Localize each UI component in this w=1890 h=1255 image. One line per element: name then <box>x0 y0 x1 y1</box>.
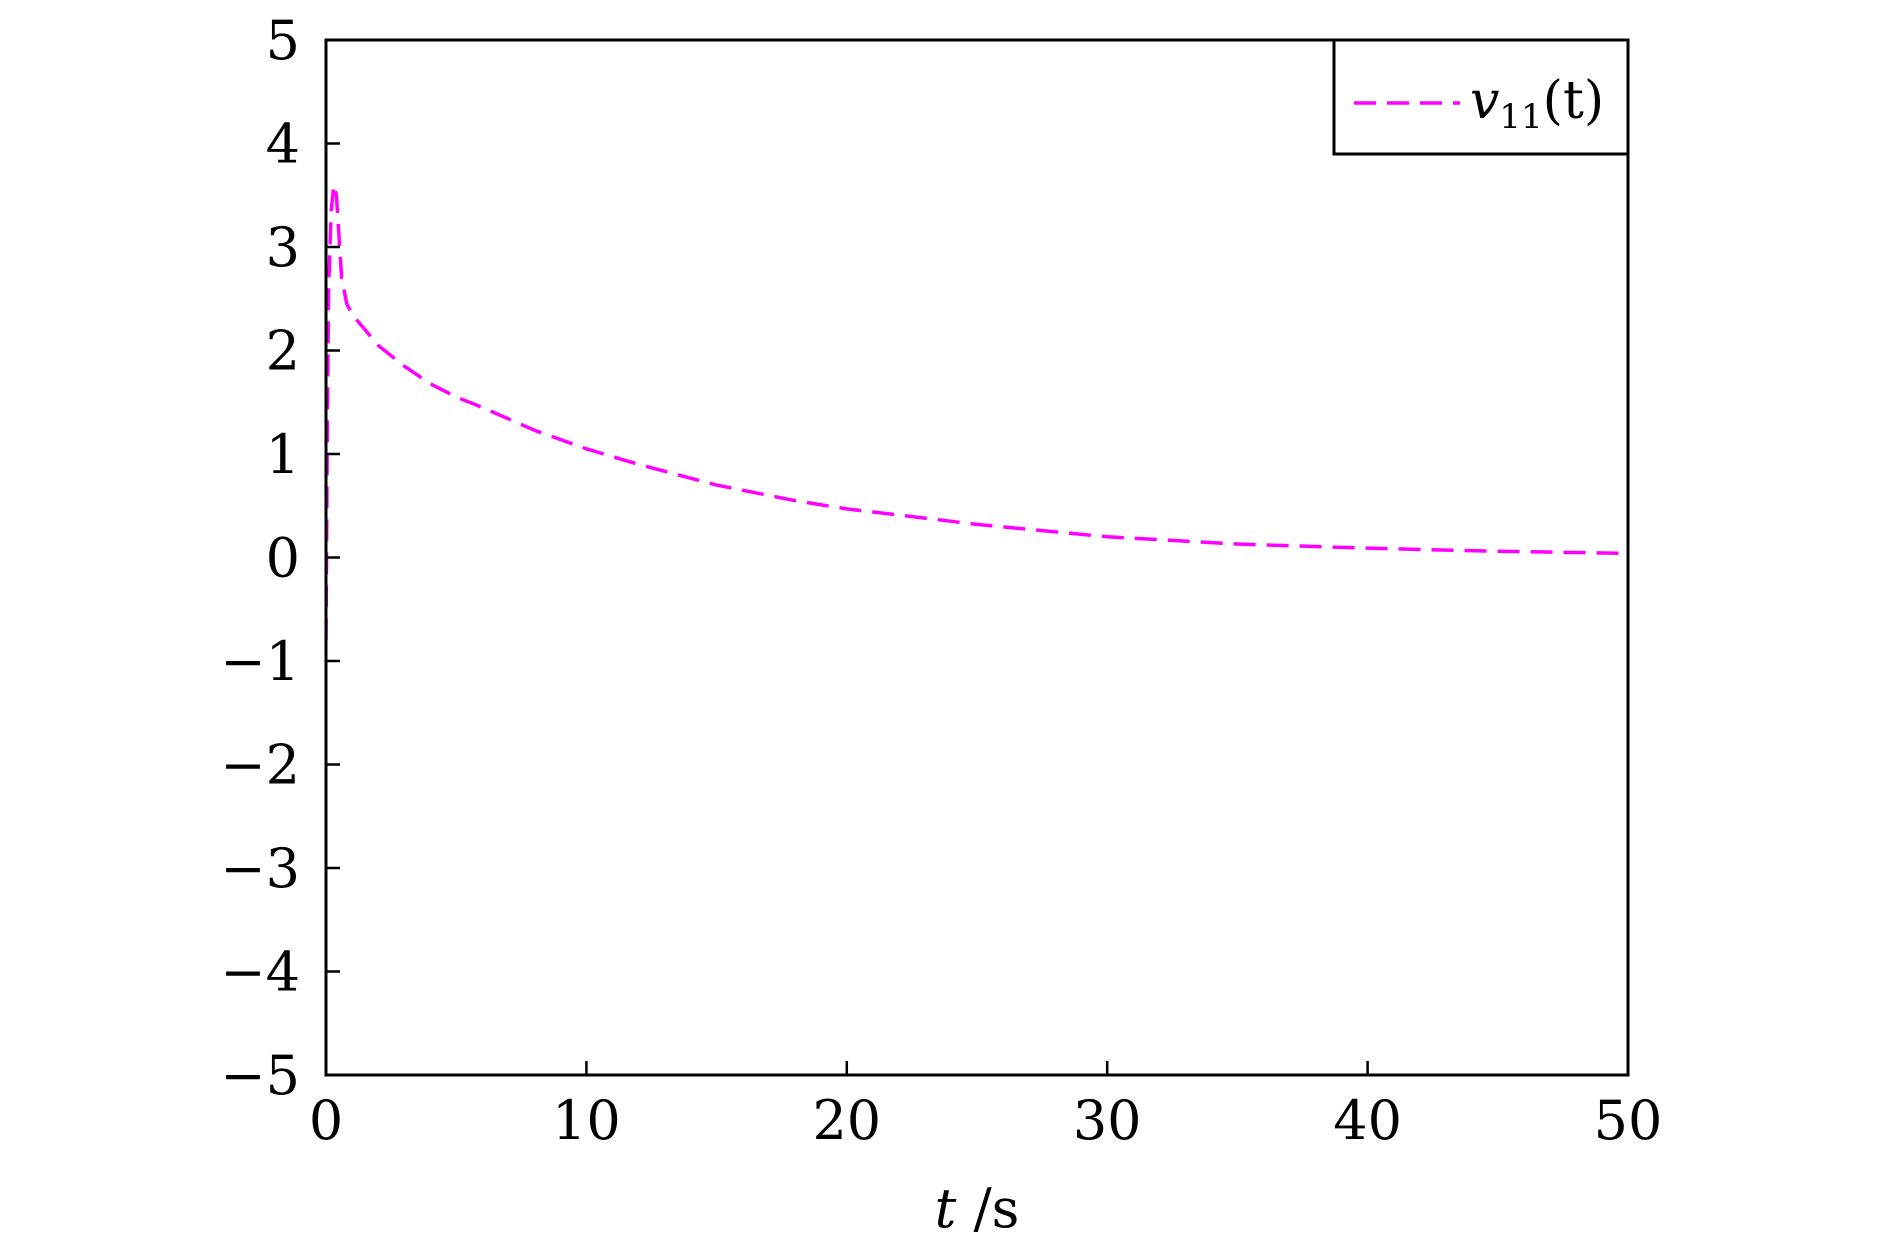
series-layer <box>326 183 1628 641</box>
x-axis-label-unit: /s <box>956 1177 1019 1240</box>
x-tick-label: 20 <box>812 1089 881 1152</box>
legend-label-sub: 11 <box>1499 97 1542 137</box>
legend-label-arg: (t) <box>1543 71 1604 131</box>
legend-box <box>1332 38 1630 156</box>
y-tick-label: 4 <box>266 113 300 176</box>
x-axis-label-var: t <box>935 1177 957 1240</box>
y-tick-label: 0 <box>266 527 300 590</box>
y-tick-label: −5 <box>220 1044 300 1107</box>
x-tick-label: 50 <box>1594 1089 1663 1152</box>
x-tick-label: 10 <box>552 1089 621 1152</box>
y-tick-label: −4 <box>220 941 300 1004</box>
y-tick-label: 1 <box>266 423 300 486</box>
legend-label: v11(t) <box>1470 71 1604 137</box>
y-tick-label: −1 <box>220 630 300 693</box>
y-tick-label: 3 <box>266 216 300 279</box>
x-tick-label: 40 <box>1333 1089 1402 1152</box>
y-tick-label: 5 <box>266 9 300 72</box>
x-axis: 0 10 20 30 40 50 <box>309 1061 1663 1152</box>
y-axis: 5 4 3 2 1 0 −1 −2 −3 −4 −5 <box>220 9 340 1107</box>
y-tick-label: −2 <box>220 734 300 797</box>
x-tick-label: 0 <box>309 1089 343 1152</box>
series-line-1 <box>326 183 1628 641</box>
legend-label-var: v <box>1470 71 1499 131</box>
legend: v11(t) <box>1332 38 1630 156</box>
y-tick-label: 2 <box>266 320 300 383</box>
x-tick-label: 30 <box>1073 1089 1142 1152</box>
y-tick-label: −3 <box>220 837 300 900</box>
x-axis-label: t /s <box>935 1177 1020 1240</box>
